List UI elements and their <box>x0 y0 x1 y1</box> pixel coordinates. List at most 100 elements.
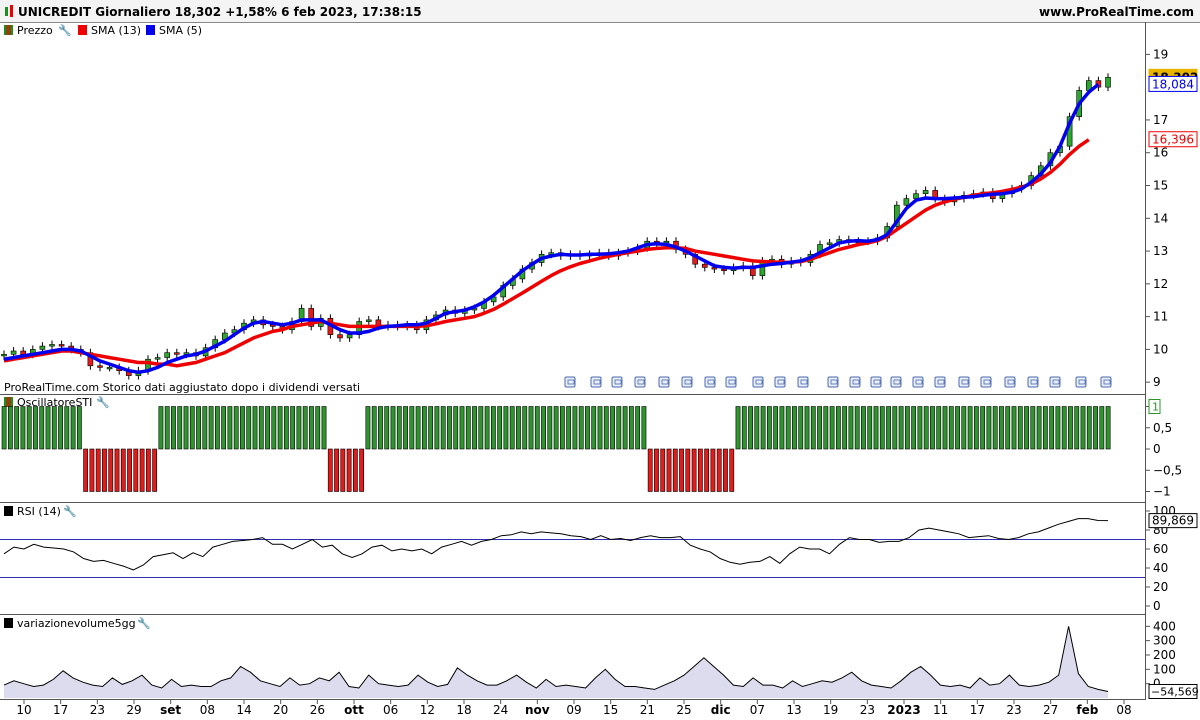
legend-oscillatore[interactable]: OscillatoreSTI 🔧 <box>4 395 110 409</box>
wrench-icon[interactable]: 🔧 <box>137 616 151 630</box>
candles-icon <box>5 5 13 17</box>
oscillator-bar <box>58 406 63 450</box>
y-tick-label: 300 <box>1153 634 1176 648</box>
oscillator-bar <box>1074 406 1080 450</box>
oscillator-bar <box>679 448 684 492</box>
legend-rsi[interactable]: RSI (14) 🔧 <box>4 504 77 518</box>
oscillator-bar <box>647 448 653 492</box>
oscillator-bar <box>1017 406 1023 450</box>
event-icon[interactable] <box>704 376 716 388</box>
oscillator-bar <box>823 406 829 450</box>
oscillator-bar <box>578 406 584 450</box>
oscillator-bar <box>246 406 252 450</box>
legend-sma5[interactable]: SMA (5) <box>146 24 202 37</box>
event-icon[interactable] <box>564 376 576 388</box>
oscillator-bar <box>415 406 421 450</box>
event-icon[interactable] <box>1075 376 1087 388</box>
event-icon[interactable] <box>912 376 924 388</box>
event-icon[interactable] <box>827 376 839 388</box>
legend-prezzo[interactable]: Prezzo 🔧 <box>4 23 72 37</box>
dividend-event-icons[interactable] <box>564 376 1112 388</box>
event-icon[interactable] <box>1027 376 1039 388</box>
oscillator-bar <box>20 406 26 450</box>
oscillator-bar <box>334 448 339 492</box>
oscillator-bar <box>754 406 760 450</box>
x-tick-label: 23 <box>860 703 875 717</box>
oscillator-bar <box>923 406 929 450</box>
oscillator-bar <box>158 406 164 450</box>
event-icon[interactable] <box>870 376 882 388</box>
oscillator-bar <box>83 448 89 492</box>
oscillator-bar <box>992 406 998 450</box>
oscillator-bar <box>672 448 678 492</box>
price-y-axis: 9 10 11 12 13 14 15 16 17 19 <box>1145 47 1168 389</box>
value-label-box <box>1148 399 1161 414</box>
site-url[interactable]: www.ProRealTime.com <box>1039 5 1194 19</box>
oscillator-bar <box>7 406 13 450</box>
oscillator-bar <box>603 406 609 450</box>
candlesticks <box>1 73 1111 380</box>
oscillator-bar <box>64 406 70 450</box>
event-icon[interactable] <box>634 376 646 388</box>
oscillator-bar <box>804 406 810 450</box>
oscillator-bar <box>384 406 390 450</box>
candle-body <box>97 365 103 368</box>
legend-label: RSI (14) <box>17 505 61 518</box>
oscillator-bar <box>1080 406 1086 450</box>
event-icon[interactable] <box>1049 376 1061 388</box>
oscillator-bar <box>171 406 176 450</box>
y-tick-label: 40 <box>1153 561 1168 575</box>
wrench-icon[interactable]: 🔧 <box>63 504 77 518</box>
oscillator-bar <box>641 406 647 450</box>
x-tick-label: 18 <box>456 703 471 717</box>
candle-body <box>1 354 7 357</box>
event-icon[interactable] <box>658 376 670 388</box>
oscillator-bar <box>616 406 622 450</box>
oscillator-bar <box>208 406 214 450</box>
y-tick-label: 60 <box>1153 542 1168 556</box>
oscillator-bar <box>45 406 51 450</box>
wrench-icon[interactable]: 🔧 <box>96 395 110 409</box>
oscillator-bar <box>516 406 521 450</box>
event-icon[interactable] <box>590 376 602 388</box>
oscillator-bar <box>127 448 132 492</box>
oscillator-bar <box>70 406 76 450</box>
wrench-icon[interactable]: 🔧 <box>58 23 72 37</box>
x-tick-label: 06 <box>383 703 398 717</box>
candle-body <box>365 319 372 322</box>
oscillator-bar <box>1024 406 1029 450</box>
candle-body <box>154 357 161 360</box>
oscillator-bar <box>33 406 38 450</box>
event-icon[interactable] <box>1100 376 1112 388</box>
value-label-box <box>1148 683 1198 699</box>
event-icon[interactable] <box>774 376 786 388</box>
event-icon[interactable] <box>1004 376 1016 388</box>
event-icon[interactable] <box>752 376 764 388</box>
event-icon[interactable] <box>980 376 992 388</box>
y-tick-label: 17 <box>1153 113 1168 127</box>
x-axis: 10 17 23 29 set 08 14 20 26 ott 06 12 18 24 nov 09 15 21 2… <box>16 700 1132 717</box>
event-icon[interactable] <box>934 376 946 388</box>
oscillator-bar <box>390 406 396 450</box>
y-tick-label: 12 <box>1153 277 1168 291</box>
oscillator-bar <box>177 406 183 450</box>
event-icon[interactable] <box>797 376 809 388</box>
oscillator-bar <box>509 406 515 450</box>
event-icon[interactable] <box>849 376 861 388</box>
event-icon[interactable] <box>611 376 623 388</box>
legend-volume[interactable]: variazionevolume5gg 🔧 <box>4 616 151 630</box>
legend-label: SMA (13) <box>91 24 141 37</box>
x-tick-label: 19 <box>823 703 838 717</box>
oscillator-bar <box>453 406 459 450</box>
legend-sma13[interactable]: SMA (13) <box>78 24 141 37</box>
oscillator-bar <box>986 406 992 450</box>
oscillator-bar <box>403 406 408 450</box>
event-icon[interactable] <box>681 376 693 388</box>
event-icon[interactable] <box>890 376 902 388</box>
oscillator-bar <box>240 406 245 450</box>
event-icon[interactable] <box>958 376 970 388</box>
oscillator-bar <box>302 406 308 450</box>
oscillator-bar <box>108 448 114 492</box>
x-tick-label: 26 <box>310 703 325 717</box>
event-icon[interactable] <box>725 376 737 388</box>
